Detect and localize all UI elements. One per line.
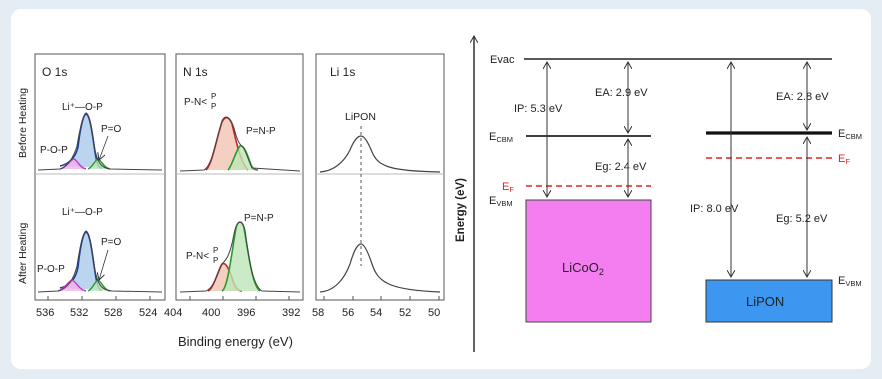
lipon-ip-label: IP: 8.0 eV (690, 203, 739, 215)
li1s-panel-frame (315, 53, 445, 301)
o1s-tick-532: 532 (70, 307, 88, 319)
label-p-n-p-before: P-N< (184, 97, 207, 108)
licoo2-block (525, 199, 652, 323)
label-p-o-p-before: P-O-P (40, 145, 68, 156)
x-tick-marks (47, 296, 440, 300)
n1s-tick-396: 396 (237, 307, 255, 319)
label-p-n-p-before-sup: P (211, 92, 216, 101)
lipon-ecbm-label: ECBM (838, 128, 862, 141)
arrow-p-eq-o-before (99, 135, 109, 160)
row-label-before-heating: Before Heating (17, 88, 29, 158)
label-lipon-li1s: LiPON (345, 111, 376, 123)
o1s-panel-title: O 1s (42, 65, 67, 79)
o1s-tick-524: 524 (139, 307, 157, 319)
label-p-eq-n-p-before: P=N-P (246, 126, 276, 137)
label-p-o-p-after: P-O-P (37, 264, 65, 275)
licoo2-label: LiCoO2 (562, 260, 604, 277)
li1s-tick-58: 58 (312, 307, 324, 319)
lipon-evbm-label: EVBM (838, 275, 862, 288)
evac-label: Evac (490, 54, 515, 66)
n1s-after-envelope (179, 221, 301, 293)
o1s-panel-frame (34, 53, 166, 301)
label-p-eq-o-after: P=O (101, 237, 122, 248)
label-li-o-p-after: Li⁺—O-P (62, 207, 103, 218)
label-p-n-p-before-sub: P (211, 102, 216, 111)
n1s-panel-frame (175, 53, 304, 301)
o1s-before-li-o-p-fill (60, 114, 102, 168)
n1s-tick-392: 392 (282, 307, 300, 319)
label-p-eq-o-before: P=O (101, 124, 122, 135)
licoo2-ecbm-label: ECBM (489, 131, 513, 144)
o1s-after-envelope (37, 230, 163, 293)
o1s-after-spectrum (37, 230, 163, 293)
band-diagram: Energy (eV) Evac ECBM EF EVBM LiCoO2 IP:… (455, 36, 862, 352)
licoo2-ea-label: EA: 2.9 eV (595, 87, 648, 99)
n1s-after-spectrum (179, 221, 301, 293)
li1s-tick-56: 56 (342, 307, 354, 319)
lipon-ef-label: EF (838, 153, 850, 166)
n1s-before-envelope (179, 116, 301, 172)
lipon-ea-label: EA: 2.8 eV (776, 91, 829, 103)
o1s-tick-536: 536 (36, 307, 54, 319)
licoo2-ip-label: IP: 5.3 eV (514, 103, 563, 115)
lipon-eg-label: Eg: 5.2 eV (776, 213, 828, 225)
licoo2-evbm-label: EVBM (489, 195, 513, 208)
n1s-tick-404: 404 (164, 307, 182, 319)
o1s-before-spectrum (37, 112, 163, 171)
li1s-tick-54: 54 (370, 307, 382, 319)
lipon-block (705, 279, 833, 323)
row-label-after-heating: After Heating (17, 223, 29, 284)
o1s-after-li-o-p-fill (60, 232, 102, 290)
li1s-after-spectrum (319, 243, 441, 293)
lipon-label: LiPON (746, 294, 784, 309)
label-p-eq-n-p-after: P=N-P (244, 213, 274, 224)
n1s-tick-400: 400 (202, 307, 220, 319)
li1s-before-spectrum (319, 135, 441, 173)
label-p-n-p-after-sup: P (213, 246, 218, 255)
licoo2-ef-label: EF (502, 181, 514, 194)
arrow-p-eq-o-after (99, 249, 109, 280)
o1s-before-envelope (37, 112, 163, 171)
n1s-before-spectrum (179, 116, 301, 172)
x-axis-title: Binding energy (eV) (178, 334, 293, 349)
li1s-tick-52: 52 (399, 307, 411, 319)
li1s-panel-title: Li 1s (330, 65, 355, 79)
label-li-o-p-before: Li⁺—O-P (62, 102, 103, 113)
xps-spectra: O 1s N 1s Li 1s Before Heating After Hea… (17, 53, 445, 349)
licoo2-eg-label: Eg: 2.4 eV (595, 161, 647, 173)
n1s-panel-title: N 1s (183, 65, 208, 79)
li1s-tick-50: 50 (428, 307, 440, 319)
o1s-tick-528: 528 (104, 307, 122, 319)
energy-axis-title: Energy (eV) (455, 178, 467, 242)
label-p-n-p-after-sub: P (213, 256, 218, 265)
label-p-n-p-after: P-N< (186, 251, 209, 262)
n1s-after-p-eq-n-p-fill (222, 222, 260, 291)
o1s-before-p-o-p-fill (60, 159, 86, 169)
